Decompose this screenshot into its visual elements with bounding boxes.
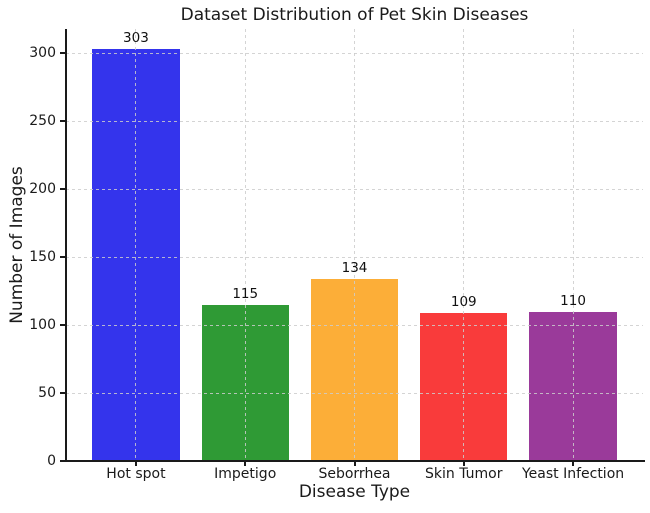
v-gridline	[463, 29, 465, 460]
y-tick-mark	[60, 52, 65, 55]
bar-value-label: 303	[123, 30, 149, 47]
bar-value-label: 115	[232, 285, 259, 302]
y-tick-label: 0	[47, 453, 56, 469]
y-tick-mark	[60, 120, 65, 123]
x-tick-label: Yeast Infection	[521, 466, 625, 482]
x-tick-mark	[244, 462, 247, 466]
y-tick-label: 100	[29, 317, 56, 334]
x-tick-label: Skin Tumor	[425, 466, 503, 482]
bar-value-label: 109	[450, 293, 477, 310]
x-tick-mark	[134, 462, 137, 466]
v-gridline	[244, 29, 246, 460]
bar-value-label: 134	[341, 259, 368, 276]
x-tick-mark	[353, 462, 356, 466]
y-tick-label: 150	[29, 249, 56, 266]
y-tick-label: 200	[29, 181, 56, 198]
x-tick-label: Seborrhea	[318, 466, 391, 482]
y-tick-label: 250	[29, 113, 56, 130]
x-tick-mark	[462, 462, 465, 466]
x-axis-label: Disease Type	[298, 482, 411, 502]
v-gridline	[354, 29, 355, 460]
v-gridline	[135, 29, 137, 460]
y-tick-label: 300	[29, 45, 56, 62]
y-axis-line	[64, 29, 67, 462]
v-gridline	[572, 29, 574, 460]
chart-title: Dataset Distribution of Pet Skin Disease…	[180, 5, 529, 25]
x-axis-line	[64, 459, 645, 462]
y-tick-mark	[60, 392, 65, 395]
y-tick-mark	[60, 324, 65, 327]
x-tick-label: Hot spot	[106, 466, 166, 482]
y-tick-label: 50	[38, 385, 56, 402]
x-tick-label: Impetigo	[214, 466, 277, 482]
y-tick-mark	[60, 256, 65, 259]
y-tick-mark	[60, 460, 65, 462]
bar-value-label: 110	[560, 292, 586, 309]
x-tick-mark	[572, 462, 575, 466]
plot-area: 303 115 134 109 110	[64, 29, 645, 462]
y-tick-mark	[60, 188, 65, 191]
